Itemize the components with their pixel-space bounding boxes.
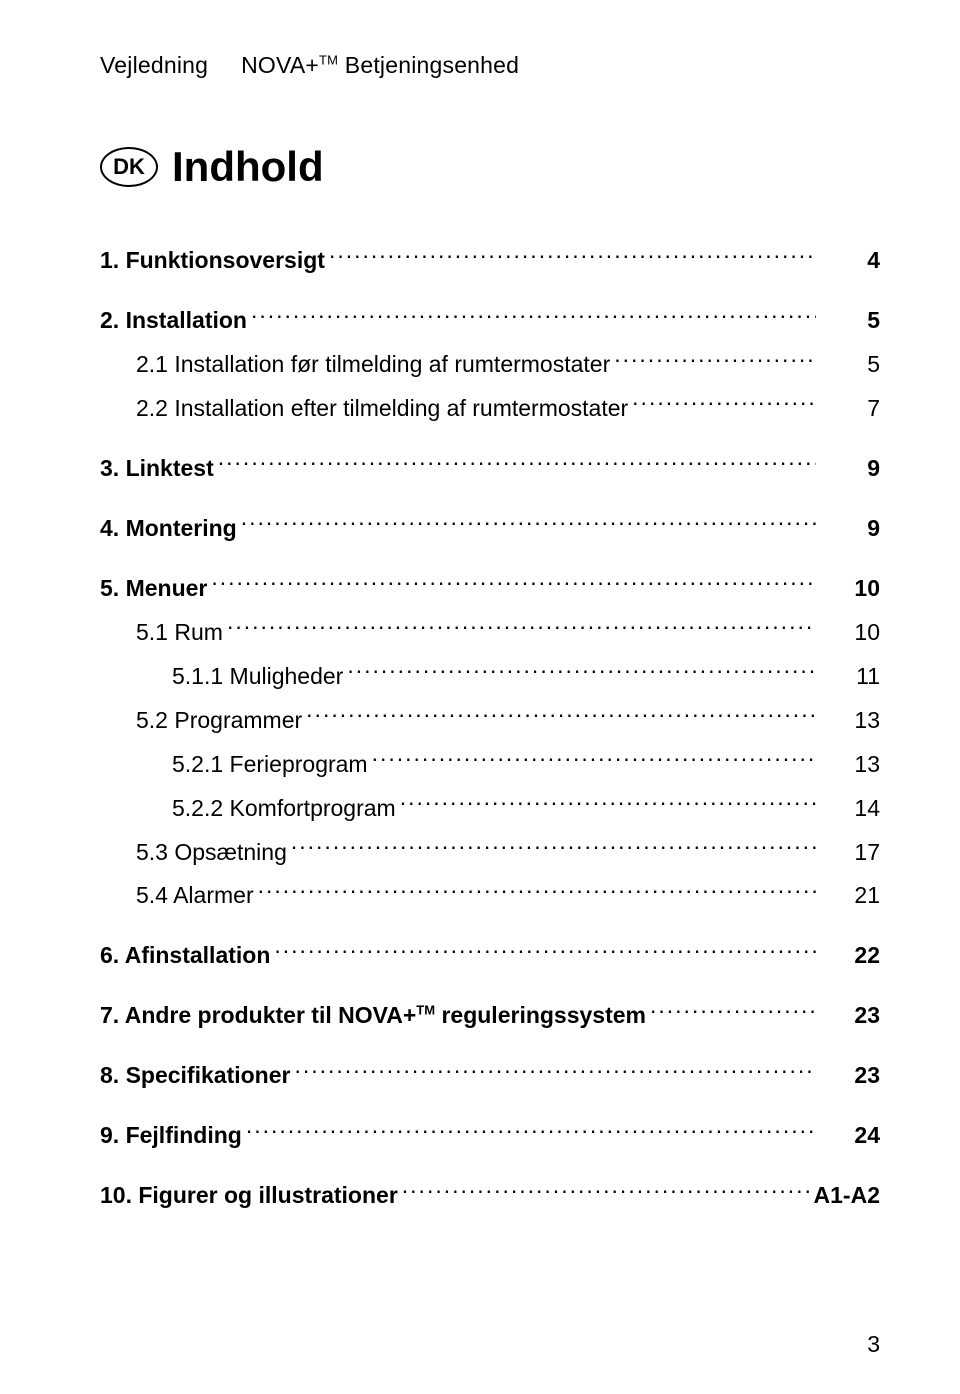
toc-leader-dots: [258, 878, 817, 903]
toc-page: 14: [820, 791, 880, 827]
toc-row: 6. Afinstallation 22: [100, 938, 880, 974]
toc-page: 24: [820, 1118, 880, 1154]
toc-page: 4: [820, 243, 880, 279]
toc-page: 10: [820, 615, 880, 651]
toc-label: 7. Andre produkter til NOVA+TM regulerin…: [100, 998, 646, 1034]
toc-row: 2. Installation 5: [100, 303, 880, 339]
toc-leader-dots: [211, 571, 816, 596]
language-badge: DK: [100, 147, 158, 187]
toc-page: 5: [820, 347, 880, 383]
toc-leader-dots: [614, 347, 816, 372]
toc-leader-dots: [347, 659, 816, 684]
toc-label: 5.1.1 Muligheder: [172, 659, 343, 695]
toc-page: 21: [820, 878, 880, 914]
toc-row: 10. Figurer og illustrationer A1-A2: [100, 1178, 880, 1214]
header-product: NOVA+: [241, 52, 319, 78]
toc-row: 5.3 Opsætning 17: [100, 834, 880, 870]
toc-label: 5.2.2 Komfortprogram: [172, 791, 396, 827]
table-of-contents: 1. Funktionsoversigt 4 2. Installation 5 2.1…: [100, 243, 880, 1214]
toc-row: 2.1 Installation før tilmelding af rumte…: [100, 347, 880, 383]
toc-row: 4. Montering 9: [100, 511, 880, 547]
toc-label: 9. Fejlfinding: [100, 1118, 242, 1154]
toc-label: 5.3 Opsætning: [136, 835, 287, 871]
toc-page: 10: [820, 571, 880, 607]
toc-page: 17: [820, 835, 880, 871]
toc-leader-dots: [251, 303, 816, 328]
toc-label: 5.1 Rum: [136, 615, 223, 651]
toc-label: 2. Installation: [100, 303, 247, 339]
toc-leader-dots: [227, 615, 816, 640]
toc-leader-dots: [291, 834, 816, 859]
toc-page: 13: [820, 747, 880, 783]
toc-label: 2.1 Installation før tilmelding af rumte…: [136, 347, 610, 383]
toc-page: 23: [820, 1058, 880, 1094]
toc-page: 9: [820, 511, 880, 547]
toc-leader-dots: [241, 511, 816, 536]
toc-label: 3. Linktest: [100, 451, 214, 487]
toc-leader-dots: [218, 451, 816, 476]
toc-page: 23: [820, 998, 880, 1034]
toc-row: 5.2.2 Komfortprogram 14: [100, 790, 880, 826]
tm-superscript: TM: [416, 1003, 435, 1018]
toc-page: 5: [820, 303, 880, 339]
toc-row: 5.4 Alarmer 21: [100, 878, 880, 914]
page-title: Indhold: [172, 143, 324, 191]
toc-row: 5.2 Programmer 13: [100, 702, 880, 738]
toc-leader-dots: [329, 243, 816, 268]
page-header: Vejledning NOVA+TM Betjeningsenhed: [100, 52, 880, 79]
toc-page: A1-A2: [814, 1178, 880, 1214]
toc-page: 11: [820, 659, 880, 695]
toc-page: 22: [820, 938, 880, 974]
toc-leader-dots: [632, 391, 816, 416]
header-tm: TM: [319, 52, 338, 67]
toc-leader-dots: [400, 790, 816, 815]
toc-leader-dots: [274, 938, 816, 963]
toc-label: 5.4 Alarmer: [136, 878, 254, 914]
header-right: Betjeningsenhed: [345, 52, 519, 78]
toc-row: 5.1 Rum 10: [100, 615, 880, 651]
header-left: Vejledning: [100, 52, 208, 78]
toc-leader-dots: [402, 1178, 810, 1203]
toc-page: 7: [820, 391, 880, 427]
toc-row: 5.1.1 Muligheder 11: [100, 659, 880, 695]
toc-row: 3. Linktest 9: [100, 451, 880, 487]
toc-label: 8. Specifikationer: [100, 1058, 290, 1094]
toc-label: 5. Menuer: [100, 571, 207, 607]
toc-row: 1. Funktionsoversigt 4: [100, 243, 880, 279]
toc-leader-dots: [294, 1058, 816, 1083]
page-number: 3: [867, 1331, 880, 1358]
toc-leader-dots: [650, 998, 816, 1023]
toc-row: 5.2.1 Ferieprogram 13: [100, 746, 880, 782]
toc-page: 13: [820, 703, 880, 739]
toc-label: 6. Afinstallation: [100, 938, 270, 974]
toc-page: 9: [820, 451, 880, 487]
document-page: Vejledning NOVA+TM Betjeningsenhed DK In…: [0, 0, 960, 1394]
toc-row: 8. Specifikationer 23: [100, 1058, 880, 1094]
title-row: DK Indhold: [100, 143, 880, 191]
toc-label: 2.2 Installation efter tilmelding af rum…: [136, 391, 628, 427]
toc-label: 4. Montering: [100, 511, 237, 547]
toc-leader-dots: [372, 746, 817, 771]
toc-label: 5.2.1 Ferieprogram: [172, 747, 368, 783]
toc-row: 2.2 Installation efter tilmelding af rum…: [100, 391, 880, 427]
language-badge-text: DK: [113, 154, 145, 180]
toc-row: 5. Menuer 10: [100, 571, 880, 607]
toc-row: 7. Andre produkter til NOVA+TM regulerin…: [100, 998, 880, 1034]
toc-row: 9. Fejlfinding 24: [100, 1118, 880, 1154]
toc-label: 10. Figurer og illustrationer: [100, 1178, 398, 1214]
toc-label: 5.2 Programmer: [136, 703, 302, 739]
toc-leader-dots: [246, 1118, 816, 1143]
toc-leader-dots: [306, 702, 816, 727]
toc-label: 1. Funktionsoversigt: [100, 243, 325, 279]
